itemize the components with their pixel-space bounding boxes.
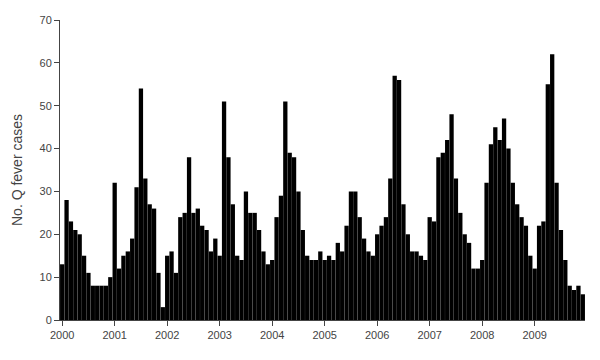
svg-text:2007: 2007 — [417, 329, 441, 341]
svg-text:2001: 2001 — [102, 329, 126, 341]
svg-text:2000: 2000 — [50, 329, 74, 341]
svg-text:No. Q fever cases: No. Q fever cases — [9, 114, 25, 226]
svg-text:2005: 2005 — [312, 329, 336, 341]
svg-text:40: 40 — [40, 142, 52, 154]
svg-text:2003: 2003 — [207, 329, 231, 341]
svg-text:70: 70 — [40, 14, 52, 26]
svg-text:2009: 2009 — [522, 329, 546, 341]
svg-text:2008: 2008 — [470, 329, 494, 341]
svg-text:20: 20 — [40, 228, 52, 240]
svg-text:2004: 2004 — [260, 329, 284, 341]
svg-text:10: 10 — [40, 271, 52, 283]
svg-text:50: 50 — [40, 100, 52, 112]
svg-text:30: 30 — [40, 185, 52, 197]
svg-text:0: 0 — [46, 314, 52, 326]
svg-text:2006: 2006 — [365, 329, 389, 341]
svg-text:2002: 2002 — [155, 329, 179, 341]
svg-text:60: 60 — [40, 57, 52, 69]
